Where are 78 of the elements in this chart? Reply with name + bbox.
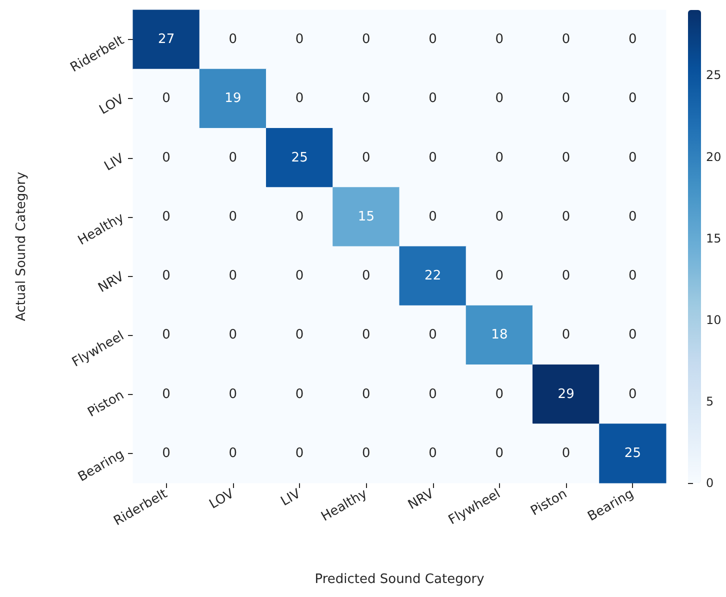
data-label: 0	[428, 150, 437, 166]
data-label: 0	[495, 150, 504, 166]
data-label: 0	[495, 386, 504, 402]
data-label: 0	[562, 446, 570, 461]
data-label: 0	[428, 91, 437, 106]
data-label: 0	[495, 209, 504, 224]
color-bar-label: 0	[706, 476, 714, 490]
data-label: 0	[162, 91, 170, 106]
data-label: 0	[428, 328, 437, 343]
data-label: 0	[495, 446, 504, 461]
data-label: 22	[424, 268, 442, 284]
data-label: 0	[628, 150, 637, 166]
data-label: 0	[228, 328, 238, 343]
data-label: 0	[295, 91, 304, 106]
data-label: 25	[291, 150, 308, 166]
data-label: 0	[628, 91, 637, 106]
data-label: 0	[562, 328, 570, 343]
data-label: 19	[224, 91, 242, 106]
x-tick-label: LIV	[278, 486, 304, 510]
data-label: 0	[628, 386, 637, 402]
data-label: 0	[428, 446, 437, 461]
data-label: 27	[158, 32, 175, 48]
data-label: 0	[228, 268, 238, 284]
data-label: 0	[228, 209, 238, 224]
data-label: 0	[228, 32, 238, 48]
data-label: 29	[558, 386, 574, 402]
data-label: 0	[428, 386, 437, 402]
data-label: 0	[362, 446, 370, 461]
data-label: 0	[562, 32, 570, 48]
data-label: 0	[228, 446, 238, 461]
data-label: 0	[162, 328, 170, 343]
data-label: 0	[628, 32, 637, 48]
data-label: 0	[362, 328, 370, 343]
data-label: 0	[162, 386, 170, 402]
data-label: 0	[228, 386, 238, 402]
y-tick-label: NRV	[96, 270, 127, 296]
data-label: 0	[162, 268, 170, 284]
data-label: 0	[495, 91, 504, 106]
data-label: 0	[162, 209, 170, 224]
data-label: 0	[562, 209, 570, 224]
x-axis-title: Predicted Sound Category	[314, 572, 485, 587]
data-label: 0	[362, 32, 370, 48]
data-label: 18	[491, 328, 508, 343]
data-label: 25	[624, 446, 641, 461]
data-label: 0	[628, 328, 637, 343]
data-label: 0	[162, 446, 170, 461]
data-label: 15	[358, 209, 374, 224]
data-label: 0	[162, 150, 170, 166]
y-tick-label: LIV	[102, 151, 127, 174]
data-label: 0	[362, 386, 370, 402]
color-bar-label: 15	[706, 231, 722, 246]
y-tick-label: LOV	[97, 92, 127, 118]
data-label: 0	[295, 209, 304, 224]
data-label: 0	[295, 446, 304, 461]
data-label: 0	[228, 150, 238, 166]
data-label: 0	[495, 32, 504, 48]
data-label: 0	[495, 268, 504, 284]
data-label: 0	[428, 209, 437, 224]
data-label: 0	[562, 150, 570, 166]
data-label: 0	[628, 268, 637, 284]
data-label: 0	[362, 150, 370, 166]
color-bar-label: 10	[706, 312, 722, 327]
data-label: 0	[362, 91, 370, 106]
data-label: 0	[295, 386, 304, 402]
color-bar-label: 5	[706, 394, 714, 408]
data-label: 0	[628, 209, 637, 224]
data-label: 0	[428, 32, 437, 48]
y-axis-title: Actual Sound Category	[14, 172, 29, 322]
x-tick-label: LOV	[206, 486, 237, 512]
data-label: 0	[295, 32, 304, 48]
data-label: 0	[295, 268, 304, 284]
color-bar-label: 20	[706, 150, 722, 164]
data-label: 0	[295, 328, 304, 343]
data-label: 0	[562, 268, 570, 284]
data-label: 0	[362, 268, 370, 284]
data-label: 0	[562, 91, 570, 106]
x-tick-label: NRV	[406, 486, 437, 513]
color-bar-label: 25	[706, 68, 722, 82]
